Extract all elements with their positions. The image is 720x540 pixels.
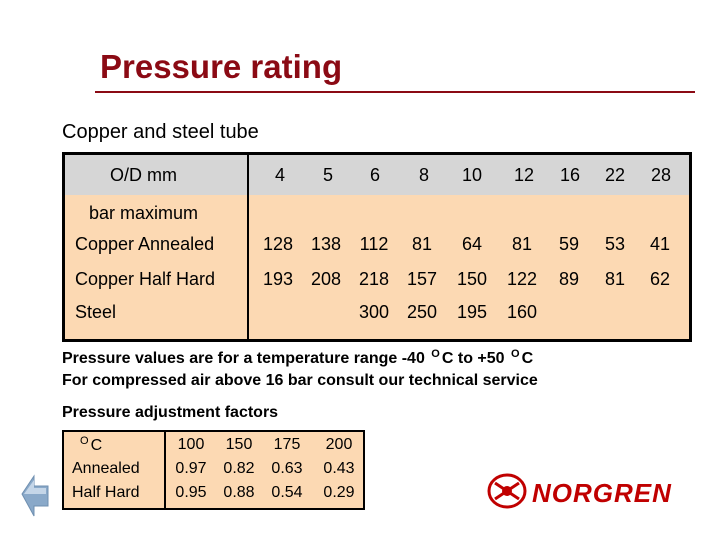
- value-cell: 64: [461, 234, 483, 254]
- row-label: Annealed: [72, 460, 140, 477]
- value-cell: 81: [411, 234, 433, 254]
- row-label: Steel: [75, 302, 117, 322]
- size-cell: 8: [418, 165, 429, 185]
- table-column-divider: [164, 432, 166, 508]
- subtitle: Copper and steel tube: [62, 121, 259, 143]
- table-column-divider: [247, 155, 249, 339]
- value-cell: 81: [511, 234, 533, 254]
- unit-text: C: [90, 437, 103, 454]
- temp-cell: 150: [225, 436, 253, 453]
- degree-superscript: O: [431, 348, 440, 360]
- temp-cell: 200: [325, 436, 353, 453]
- size-cell: 6: [369, 165, 380, 185]
- back-arrow-icon[interactable]: [20, 472, 50, 525]
- value-cell: 138: [310, 234, 342, 254]
- note-text: C to +50: [441, 350, 505, 367]
- size-cell: 10: [461, 165, 483, 185]
- size-cell: 4: [274, 165, 285, 185]
- temperature-note: Pressure values are for a temperature ra…: [62, 348, 533, 368]
- value-cell: 208: [310, 269, 342, 289]
- title-divider: [95, 91, 695, 93]
- size-cell: 16: [559, 165, 581, 185]
- value-cell: 112: [359, 234, 389, 254]
- row-label: Half Hard: [72, 484, 140, 501]
- row-label: Copper Annealed: [75, 234, 215, 254]
- factor-cell: 0.43: [323, 460, 355, 477]
- service-note: For compressed air above 16 bar consult …: [62, 372, 538, 389]
- od-label: O/D mm: [110, 165, 177, 185]
- value-cell: 89: [558, 269, 580, 289]
- value-cell: 62: [649, 269, 671, 289]
- degree-superscript: O: [511, 348, 520, 360]
- value-cell: 193: [262, 269, 294, 289]
- value-cell: 157: [406, 269, 438, 289]
- temp-cell: 100: [177, 436, 205, 453]
- table-header-row: [65, 155, 689, 195]
- value-cell: 59: [558, 234, 580, 254]
- size-cell: 5: [322, 165, 333, 185]
- pressure-rating-table: O/D mm 4 5 6 8 10 12 16 22 28 bar maximu…: [62, 152, 692, 342]
- factor-cell: 0.95: [175, 484, 207, 501]
- factor-cell: 0.54: [271, 484, 303, 501]
- row-label: Copper Half Hard: [75, 269, 216, 289]
- adjustment-heading: Pressure adjustment factors: [62, 404, 279, 421]
- note-text: Pressure values are for a temperature ra…: [62, 350, 425, 367]
- section-label: bar maximum: [89, 203, 199, 223]
- value-cell: 218: [358, 269, 390, 289]
- factor-cell: 0.82: [223, 460, 255, 477]
- value-cell: 128: [262, 234, 294, 254]
- size-cell: 22: [604, 165, 626, 185]
- degree-superscript: O: [80, 435, 89, 447]
- value-cell: 41: [649, 234, 671, 254]
- value-cell: 300: [358, 302, 390, 322]
- value-cell: 53: [604, 234, 626, 254]
- factor-cell: 0.29: [323, 484, 355, 501]
- value-cell: 160: [506, 302, 538, 322]
- value-cell: 195: [456, 302, 488, 322]
- page-title: Pressure rating: [100, 48, 343, 85]
- note-text: C: [521, 350, 534, 367]
- size-cell: 12: [513, 165, 535, 185]
- value-cell: 150: [456, 269, 488, 289]
- factor-cell: 0.97: [175, 460, 207, 477]
- value-cell: 250: [406, 302, 438, 322]
- factor-cell: 0.88: [223, 484, 255, 501]
- temp-cell: 175: [273, 436, 301, 453]
- norgren-logo-text: NORGREN: [532, 478, 672, 508]
- norgren-logo-icon: [486, 473, 528, 514]
- value-cell: 122: [506, 269, 538, 289]
- size-cell: 28: [650, 165, 672, 185]
- factor-cell: 0.63: [271, 460, 303, 477]
- value-cell: 81: [604, 269, 626, 289]
